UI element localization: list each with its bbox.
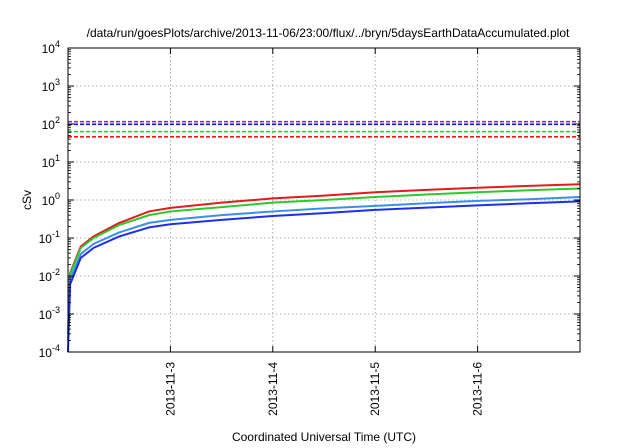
x-tick-label: 2013-11-3: [163, 362, 177, 416]
y-tick-label: 103: [42, 77, 60, 94]
ticks: [68, 47, 580, 353]
y-axis-label: cSv: [20, 190, 34, 210]
series-layer: [67, 120, 581, 353]
y-tick-labels: 10-4 10-3 10-2 10-1 100 101 102 103 104: [39, 39, 60, 360]
y-tick-label: 10-3: [39, 305, 60, 322]
y-tick-label: 10-2: [39, 267, 60, 284]
series-line: [67, 200, 581, 353]
series-line: [67, 195, 581, 341]
y-tick-label: 100: [42, 191, 60, 208]
series-line: [67, 187, 581, 334]
y-tick-label: 104: [42, 39, 60, 56]
series-line: [67, 183, 581, 334]
y-tick-label: 10-1: [39, 229, 60, 246]
y-tick-label: 102: [42, 115, 60, 132]
x-tick-label: 2013-11-6: [471, 362, 485, 416]
x-axis-label: Coordinated Universal Time (UTC): [232, 430, 416, 444]
x-tick-label: 2013-11-4: [266, 362, 280, 416]
y-tick-label: 10-4: [39, 343, 60, 360]
y-tick-label: 101: [42, 153, 60, 170]
x-tick-label: 2013-11-5: [368, 362, 382, 416]
chart-title: /data/run/goesPlots/archive/2013-11-06/2…: [87, 26, 570, 40]
x-tick-labels: 2013-11-3 2013-11-4 2013-11-5 2013-11-6: [163, 362, 484, 416]
